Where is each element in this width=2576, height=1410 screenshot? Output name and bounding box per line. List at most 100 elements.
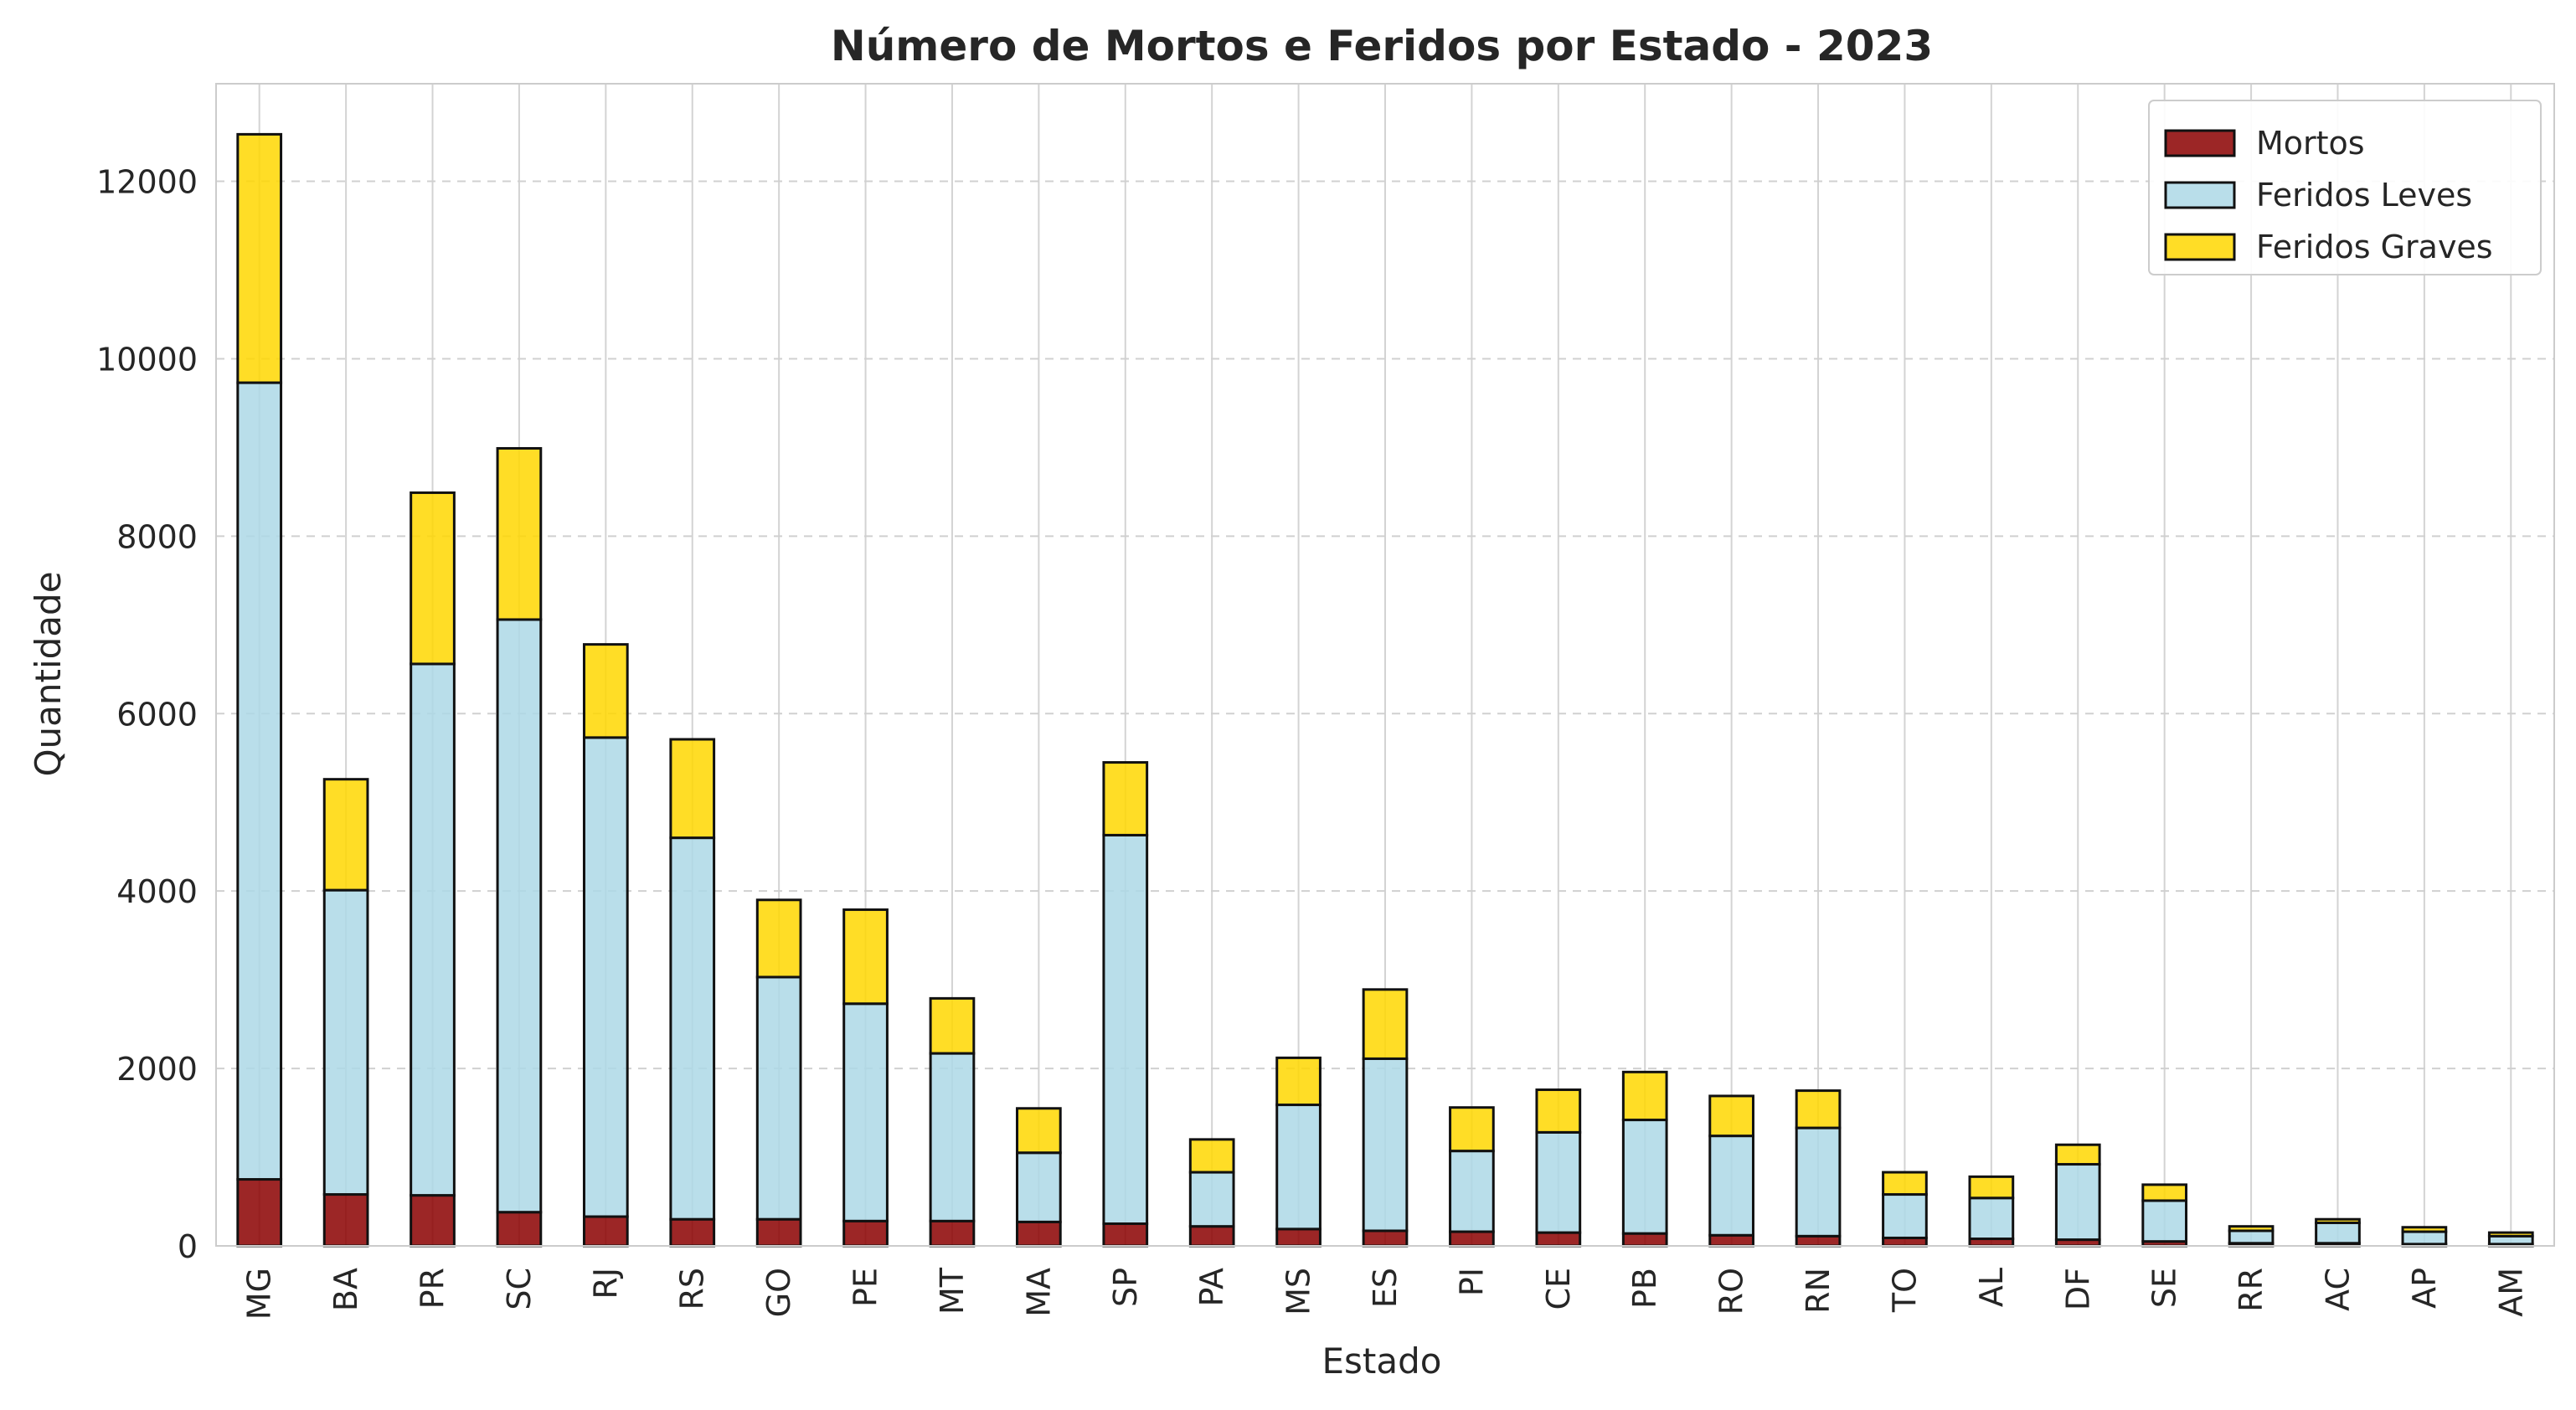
bar-feridos-graves-ce [1535,1088,1582,1134]
bar-feridos-graves-go [755,898,802,979]
bars [236,132,2534,1248]
bar-feridos-graves-rr [2228,1225,2275,1232]
bar-feridos-leves-sp [1102,833,1149,1226]
x-tick-label: SP [1107,1268,1144,1307]
bar-feridos-leves-rr [2228,1229,2275,1245]
bar-mortos-pi [1449,1230,1495,1248]
x-tick-label: RN [1800,1268,1837,1314]
bar-feridos-graves-sp [1102,761,1149,836]
bar-mortos-rs [669,1217,716,1248]
x-tick-label: TO [1886,1268,1923,1313]
bar-mortos-pe [842,1219,889,1248]
bar-feridos-leves-pe [842,1002,889,1222]
bar-feridos-graves-pi [1449,1106,1495,1153]
plot-frame [215,83,2555,1247]
bar-feridos-leves-pa [1188,1171,1235,1228]
bar-feridos-leves-go [755,975,802,1221]
bar-feridos-graves-to [1882,1171,1928,1196]
bar-mortos-ba [322,1193,369,1248]
bar-mortos-ro [1708,1233,1754,1248]
legend: Mortos Feridos Leves Feridos Graves [2148,100,2542,275]
x-tick-label: SC [501,1268,538,1310]
x-tick-label: PB [1626,1268,1663,1309]
y-axis-label: Quantidade [28,571,69,776]
x-tick-label: SE [2146,1268,2183,1308]
bar-mortos-pr [410,1194,456,1248]
y-tick-label: 2000 [116,1051,198,1088]
bar-feridos-leves-ap [2401,1230,2448,1246]
bar-mortos-ma [1016,1220,1062,1248]
bar-feridos-leves-ro [1708,1135,1754,1237]
legend-swatch [2164,129,2236,157]
bar-feridos-leves-ms [1275,1104,1321,1231]
bar-mortos-pb [1621,1232,1668,1248]
y-tick-label: 12000 [96,164,198,201]
x-tick-label: GO [760,1268,797,1317]
bar-feridos-graves-ap [2401,1226,2448,1233]
legend-entry-label: Feridos Graves [2256,229,2493,265]
bar-feridos-graves-ac [2315,1217,2361,1224]
bar-feridos-graves-rn [1795,1089,1842,1130]
x-tick-label: BA [327,1268,364,1311]
x-tick-label: PI [1453,1268,1490,1296]
bar-feridos-leves-mt [929,1052,976,1222]
bar-mortos-rj [582,1215,629,1248]
y-tick-label: 4000 [116,873,198,910]
axes: 0 2000 4000 6000 8000 10000 12000 MG BA PR SC RJ RS G… [96,83,2555,1320]
x-tick-label: RO [1713,1268,1750,1315]
bar-feridos-leves-mg [236,381,283,1181]
bar-feridos-leves-to [1882,1193,1928,1239]
bar-feridos-graves-es [1362,988,1409,1060]
x-tick-label: AM [2492,1268,2529,1317]
bar-mortos-go [755,1217,802,1248]
bar-feridos-leves-ma [1016,1151,1062,1223]
bar-mortos-mg [236,1178,283,1248]
chart-title: Número de Mortos e Feridos por Estado - … [831,22,1933,70]
x-tick-label: RR [2233,1268,2269,1312]
x-tick-label: PE [848,1268,884,1307]
bar-feridos-leves-rn [1795,1126,1842,1238]
bar-mortos-pa [1188,1225,1235,1248]
x-tick-label: AC [2319,1268,2356,1311]
bar-mortos-ce [1535,1231,1582,1248]
x-tick-label: MA [1020,1268,1057,1317]
bar-feridos-graves-df [2054,1143,2101,1166]
bar-mortos-mt [929,1219,976,1248]
bar-feridos-graves-ro [1708,1094,1754,1138]
legend-box [2148,100,2542,275]
y-tick-label: 10000 [96,341,198,378]
x-tick-label: RJ [587,1268,624,1299]
bar-feridos-graves-am [2487,1231,2534,1238]
bar-feridos-leves-pi [1449,1150,1495,1233]
bar-mortos-sc [496,1211,543,1248]
x-tick-label: MS [1280,1268,1317,1315]
bar-feridos-graves-rj [582,643,629,739]
bar-feridos-graves-mg [236,132,283,384]
legend-entry-label: Mortos [2256,125,2365,162]
bar-feridos-graves-al [1968,1175,2015,1200]
legend-swatch [2164,233,2236,261]
bar-feridos-leves-rj [582,736,629,1218]
x-tick-label: AP [2406,1268,2443,1309]
x-tick-label: CE [1540,1268,1577,1310]
bar-feridos-leves-al [1968,1196,2015,1241]
bar-feridos-graves-pb [1621,1070,1668,1122]
x-tick-label: DF [2059,1268,2096,1310]
x-tick-label: MG [241,1268,278,1320]
x-tick-label: ES [1367,1268,1404,1308]
legend-entry-label: Feridos Leves [2256,177,2472,214]
y-tick-label: 8000 [116,518,198,555]
x-tick-label: AL [1973,1268,2010,1307]
x-axis-label: Estado [1322,1341,1442,1382]
bar-feridos-leves-es [1362,1057,1409,1232]
bar-mortos-rn [1795,1234,1842,1248]
bar-feridos-graves-se [2141,1183,2188,1202]
bar-feridos-graves-sc [496,446,543,621]
bar-feridos-graves-ba [322,778,369,892]
bar-feridos-graves-rs [669,738,716,840]
y-tick-label: 0 [178,1228,198,1265]
bar-feridos-leves-se [2141,1199,2188,1243]
bar-mortos-es [1362,1229,1409,1248]
